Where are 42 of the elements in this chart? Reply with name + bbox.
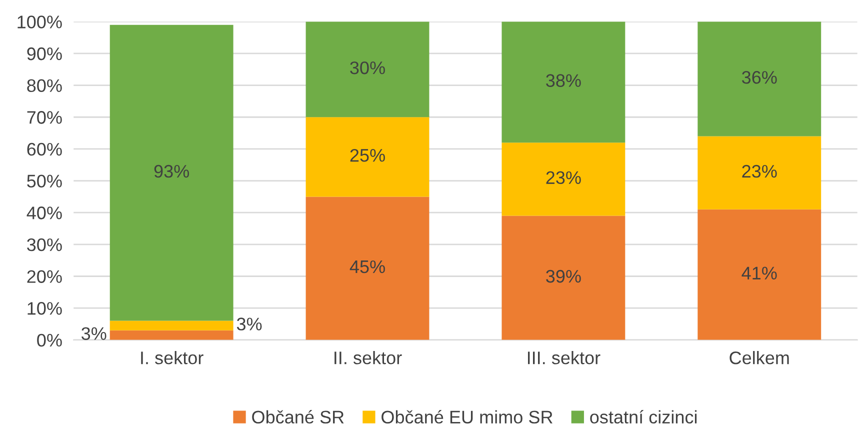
y-tick-label: 80%	[27, 79, 62, 92]
legend-label: ostatní cizinci	[590, 410, 697, 424]
x-tick-label: II. sektor	[334, 351, 402, 364]
data-label: 30%	[350, 61, 385, 74]
data-label: 23%	[742, 164, 777, 178]
bar	[502, 216, 626, 340]
y-tick-label: 40%	[26, 206, 62, 220]
x-tick-label: Celkem	[730, 351, 789, 364]
bar	[110, 24, 234, 321]
y-tick-label: 0%	[37, 334, 62, 347]
data-label: 38%	[546, 74, 581, 87]
legend-label: Občané SR	[252, 410, 344, 424]
data-label: 93%	[154, 164, 190, 178]
data-label: 45%	[350, 260, 385, 274]
bar	[306, 117, 430, 197]
data-label: 41%	[742, 266, 777, 280]
bar	[306, 22, 430, 118]
bar	[110, 320, 234, 330]
y-tick-label: 50%	[27, 174, 62, 188]
y-tick-label: 10%	[28, 302, 62, 315]
bar	[306, 196, 430, 340]
bar	[110, 330, 234, 340]
data-label: 25%	[350, 148, 385, 162]
legend-label: Občané EU mimo SR	[382, 410, 552, 424]
y-tick-label: 90%	[27, 47, 62, 60]
data-label: 36%	[742, 70, 777, 84]
data-label: 3%	[236, 318, 262, 330]
data-label: 39%	[546, 270, 581, 283]
bar	[698, 136, 822, 210]
y-tick-label: 20%	[27, 270, 62, 283]
data-label: 23%	[546, 171, 581, 184]
bar	[698, 209, 822, 340]
x-tick-label: I. sektor	[141, 351, 204, 364]
y-tick-label: 60%	[27, 142, 62, 156]
bar	[502, 22, 626, 143]
data-label: 3%	[82, 327, 106, 340]
bar	[502, 142, 626, 216]
bar	[698, 22, 822, 136]
y-tick-label: 100%	[18, 16, 62, 28]
y-tick-label: 30%	[27, 238, 62, 252]
y-tick-label: 70%	[27, 111, 62, 124]
x-tick-label: III. sektor	[528, 351, 600, 364]
